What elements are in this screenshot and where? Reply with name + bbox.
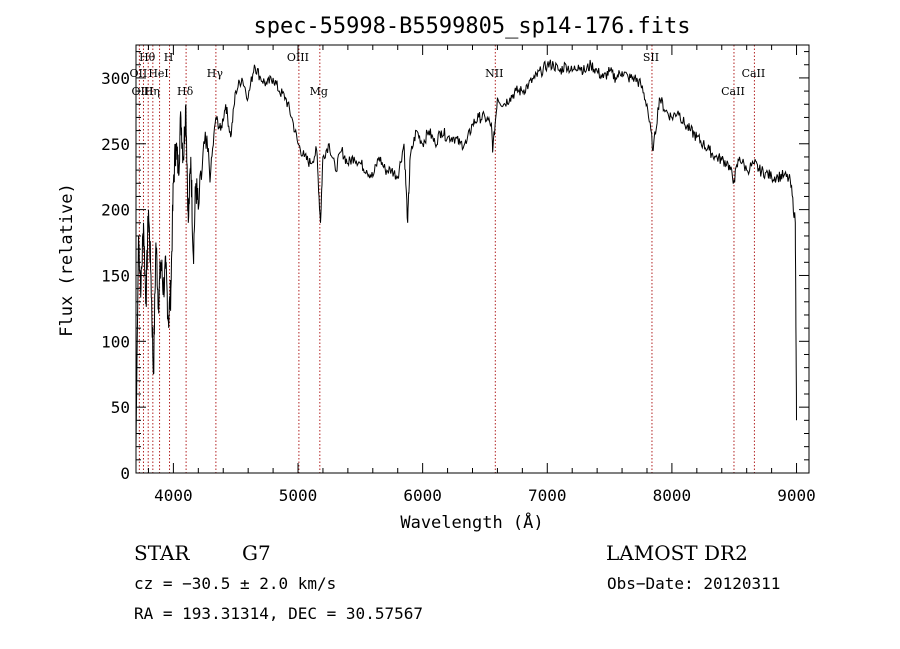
spectral-line-label: Mg: [310, 85, 328, 98]
object-class: STAR: [134, 541, 190, 565]
y-axis-ticks: 0 50 100 150 200 250 300: [101, 51, 809, 483]
spectral-line-label: Hδ: [177, 85, 194, 98]
y-tick-label: 200: [101, 201, 130, 220]
x-axis-ticks: 4000 5000 6000 7000 8000 9000: [147, 45, 816, 505]
spectrum-line: [135, 59, 797, 447]
spectral-line-label: OIII: [287, 51, 309, 64]
obs-date: Obs−Date: 20120311: [607, 574, 781, 593]
plot-frame: [135, 44, 810, 474]
spectral-line-label: CaII: [721, 85, 745, 98]
x-tick-label: 5000: [279, 486, 318, 505]
y-tick-label: 300: [101, 69, 130, 88]
x-tick-label: 4000: [154, 486, 193, 505]
spectral-line-label: Hγ: [207, 67, 224, 80]
x-tick-label: 7000: [528, 486, 567, 505]
y-tick-label: 100: [101, 332, 130, 351]
spectral-line-label: Hη: [144, 85, 160, 98]
chart-title: spec-55998-B5599805_sp14-176.fits: [253, 14, 690, 39]
x-tick-label: 6000: [403, 486, 442, 505]
y-axis-label: Flux (relative): [57, 183, 77, 337]
x-axis-label: Wavelength (Å): [400, 511, 543, 533]
spectral-line-label: OII: [130, 67, 148, 80]
spectral-line-label: Hθ: [139, 51, 156, 64]
y-tick-label: 0: [120, 464, 130, 483]
spectral-line-label: HeI: [148, 67, 168, 80]
spectral-line-markers: [138, 45, 755, 473]
y-tick-label: 150: [101, 266, 130, 285]
x-tick-label: 9000: [777, 486, 816, 505]
spectral-line-label: NII: [485, 67, 503, 80]
survey-name: LAMOST DR2: [606, 541, 748, 565]
redshift-readout: cz = −30.5 ± 2.0 km/s: [134, 574, 337, 593]
x-tick-label: 8000: [653, 486, 692, 505]
spectral-line-label: OIII: [131, 85, 153, 98]
coordinates: RA = 193.31314, DEC = 30.57567: [134, 604, 423, 623]
spectral-subclass: G7: [242, 541, 271, 565]
spectral-line-label: CaII: [742, 67, 766, 80]
y-tick-label: 50: [111, 398, 130, 417]
y-tick-label: 250: [101, 135, 130, 154]
spectral-line-label: SII: [643, 51, 659, 64]
spectral-line-label: H: [164, 51, 174, 64]
